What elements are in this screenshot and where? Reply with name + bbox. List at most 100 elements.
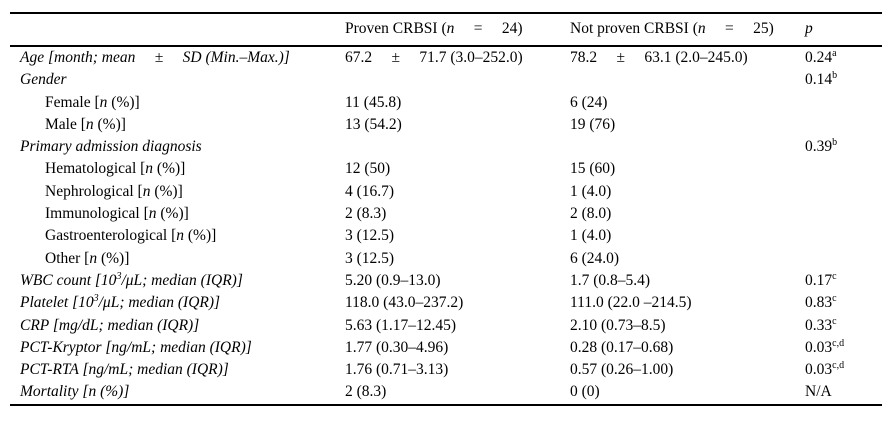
text-segment: Other [ [45,249,90,267]
not-proven-crbsi-cell: 1 (4.0) [570,181,795,203]
table-row: Primary admission diagnosis 0.39b [10,136,882,158]
table-row: Male [n (%)] 13 (54.2) 19 (76) [10,114,882,136]
text-segment: 118.0 (43.0–237.2) [345,294,464,312]
not-proven-crbsi-cell: 6 (24) [570,92,795,114]
text-segment: /μL; median (IQR)] [121,271,243,289]
row-label-cell: Primary admission diagnosis [10,136,345,158]
text-segment: Male [ [45,115,86,133]
not-proven-crbsi-cell: 0.28 (0.17–0.68) [570,337,795,359]
proven-crbsi-cell: 1.76 (0.71–3.13) [345,359,570,381]
table-row: WBC count [103/μL; median (IQR)] 5.20 (0.… [10,270,882,292]
text-segment: Mortality [ [20,383,89,401]
text-segment: Age [month; mean ± SD (Min.–Max.)] [20,49,290,66]
p-value-cell: N/A [795,381,882,404]
table-row: Age [month; mean ± SD (Min.–Max.)] 67.2 ±… [10,46,882,69]
table-row: Immunological [n (%)] 2 (8.3) 2 (8.0) [10,203,882,225]
text-segment: 2 (8.3) [345,205,387,223]
header-p-value: p [795,13,882,46]
p-value-cell: 0.83c [795,292,882,314]
not-proven-crbsi-cell: 15 (60) [570,158,795,180]
text-segment: 11 (45.8) [345,93,402,111]
text-segment: 12 (50) [345,160,391,178]
table-body: Age [month; mean ± SD (Min.–Max.)] 67.2 ±… [10,46,882,405]
row-label-cell: Female [n (%)] [10,92,345,114]
table-row: Gender 0.14b [10,69,882,91]
text-segment: b [832,70,838,82]
not-proven-crbsi-cell [570,136,795,158]
text-segment: = 24) [454,19,523,37]
proven-crbsi-cell: 118.0 (43.0–237.2) [345,292,570,314]
text-segment: 3 (12.5) [345,227,395,245]
proven-crbsi-cell: 11 (45.8) [345,92,570,114]
p-value-cell [795,225,882,247]
text-segment: 0.57 (0.26–1.00) [570,361,674,379]
header-empty-cell [10,13,345,46]
text-segment: 6 (24) [570,93,608,111]
not-proven-crbsi-cell: 1 (4.0) [570,225,795,247]
text-segment: (%)] [93,115,126,133]
text-segment: 0.03 [805,361,833,379]
proven-crbsi-cell: 3 (12.5) [345,225,570,247]
proven-crbsi-cell: 13 (54.2) [345,114,570,136]
table-row: CRP [mg/dL; median (IQR)] 5.63 (1.17–12.4… [10,315,882,337]
text-segment: (%)] [184,227,217,245]
text-segment: = 25) [705,19,774,37]
header-proven-crbsi: Proven CRBSI (n = 24) [345,13,570,46]
row-label-cell: Gender [10,69,345,91]
row-label-cell: PCT-Kryptor [ng/mL; median (IQR)] [10,337,345,359]
proven-crbsi-cell: 5.63 (1.17–12.45) [345,315,570,337]
text-segment: n [99,93,108,111]
p-value-cell: 0.17c [795,270,882,292]
text-segment: n [176,227,185,245]
text-segment: 6 (24.0) [570,249,620,267]
row-label-cell: CRP [mg/dL; median (IQR)] [10,315,345,337]
row-label-cell: Nephrological [n (%)] [10,181,345,203]
proven-crbsi-cell: 67.2 ± 71.7 (3.0–252.0) [345,46,570,69]
p-value-cell [795,248,882,270]
row-label-cell: Male [n (%)] [10,114,345,136]
p-value-cell [795,114,882,136]
text-segment: 2 (8.0) [570,205,612,223]
p-value-cell: 0.03c,d [795,359,882,381]
text-segment: Gender [20,71,67,89]
table-row: Gastroenterological [n (%)] 3 (12.5) 1 (4.… [10,225,882,247]
table-header: Proven CRBSI (n = 24) Not proven CRBSI (… [10,13,882,46]
proven-crbsi-cell: 4 (16.7) [345,181,570,203]
not-proven-crbsi-cell [570,69,795,91]
text-segment: WBC count [10 [20,271,117,289]
not-proven-crbsi-cell: 1.7 (0.8–5.4) [570,270,795,292]
not-proven-crbsi-cell: 0.57 (0.26–1.00) [570,359,795,381]
text-segment: n [145,160,154,178]
text-segment: 1.76 (0.71–3.13) [345,361,449,379]
text-segment: c,d [832,360,845,371]
p-value-cell: 0.39b [795,136,882,158]
not-proven-crbsi-cell: 0 (0) [570,381,795,404]
p-value-cell [795,181,882,203]
row-label-cell: Mortality [n (%)] [10,381,345,404]
text-segment: 15 (60) [570,160,616,178]
row-label-cell: Platelet [103/μL; median (IQR)] [10,292,345,314]
table-row: Other [n (%)] 3 (12.5) 6 (24.0) [10,248,882,270]
text-segment: 1.77 (0.30–4.96) [345,338,449,356]
row-label-cell: Immunological [n (%)] [10,203,345,225]
text-segment: c [832,293,837,305]
p-value-cell [795,203,882,225]
table-row: Mortality [n (%)] 2 (8.3) 0 (0) N/A [10,381,882,404]
text-segment: Hematological [ [45,160,146,178]
text-segment: 0.03 [805,338,833,356]
text-segment: 2 (8.3) [345,383,387,401]
text-segment: Nephrological [ [45,182,143,200]
text-segment: c [832,315,837,327]
text-segment: Immunological [ [45,205,149,223]
text-segment: 0.83 [805,294,833,312]
row-label-cell: WBC count [103/μL; median (IQR)] [10,270,345,292]
text-segment: (%)] [150,182,183,200]
text-segment: 67.2 ± 71.7 (3.0–252.0) [345,49,523,66]
text-segment: n [85,115,94,133]
p-value-cell [795,92,882,114]
text-segment: 111.0 (22.0 –214.5) [570,294,692,312]
text-segment: N/A [805,383,832,401]
text-segment: CRP [mg/dL; median (IQR)] [20,316,200,334]
text-segment: (%)] [156,205,189,223]
text-segment: n [697,19,706,37]
